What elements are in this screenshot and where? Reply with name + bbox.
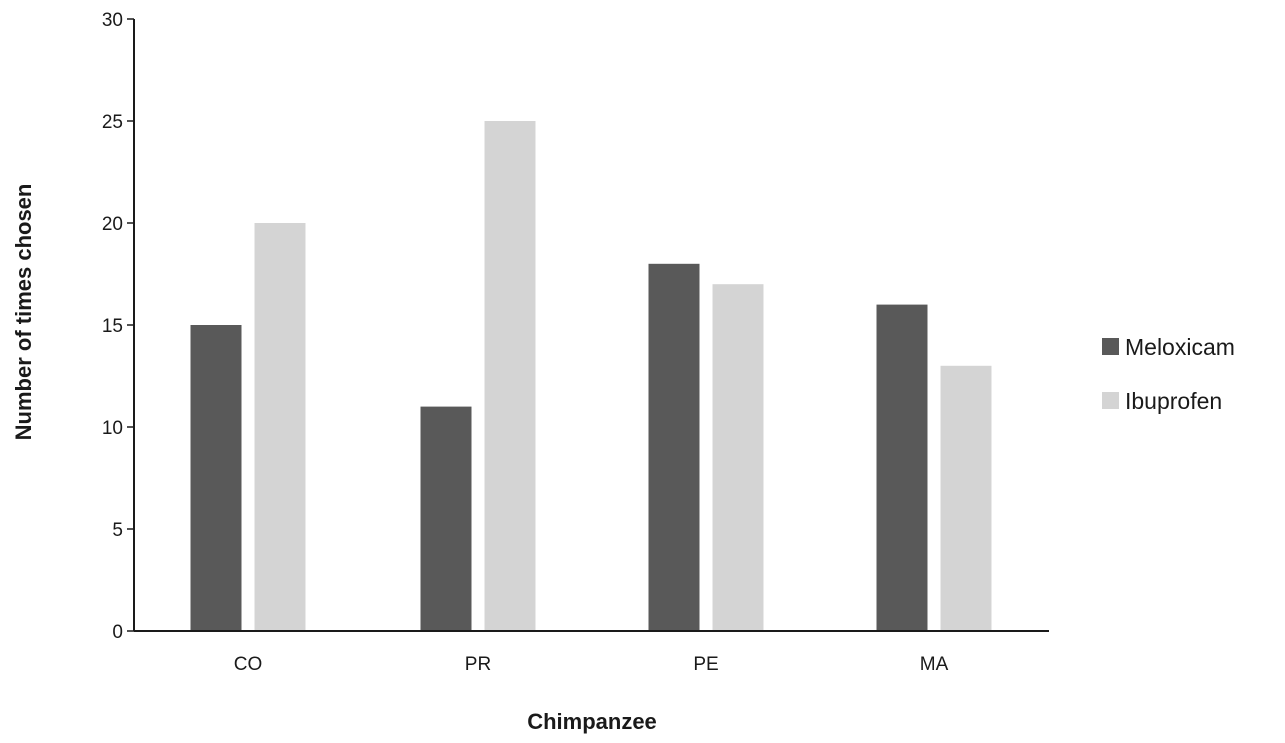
bar-ibuprofen-ma [940,365,992,631]
bar-meloxicam-ma [876,304,928,631]
legend-swatch-meloxicam [1102,338,1119,355]
y-tick-label: 10 [102,418,123,439]
y-tick-label: 20 [102,214,123,235]
bar-ibuprofen-pe [712,284,764,631]
bar-meloxicam-co [190,325,242,631]
legend-swatch-ibuprofen [1102,392,1119,409]
y-tick-label: 15 [102,316,123,337]
plot-area [190,121,992,631]
x-tick-label: CO [234,654,263,675]
y-axis-title: Number of times chosen [11,184,36,441]
legend-label-meloxicam: Meloxicam [1125,334,1235,360]
x-tick-label: PE [693,654,718,675]
x-axis-title: Chimpanzee [527,709,657,734]
y-tick-label: 5 [112,520,123,541]
bar-meloxicam-pe [648,263,700,631]
y-tick-label: 25 [102,112,123,133]
x-tick-label: PR [465,654,491,675]
legend: Meloxicam Ibuprofen [1102,334,1235,414]
y-tick-label: 30 [102,10,123,31]
y-axis-ticks: 0 5 10 15 20 25 30 [102,10,134,643]
bar-ibuprofen-co [254,223,306,631]
y-tick-label: 0 [112,622,123,643]
bar-ibuprofen-pr [484,121,536,631]
x-tick-label: MA [920,654,949,675]
legend-label-ibuprofen: Ibuprofen [1125,388,1222,414]
bar-meloxicam-pr [420,406,472,631]
x-axis-ticks: CO PR PE MA [234,654,949,675]
